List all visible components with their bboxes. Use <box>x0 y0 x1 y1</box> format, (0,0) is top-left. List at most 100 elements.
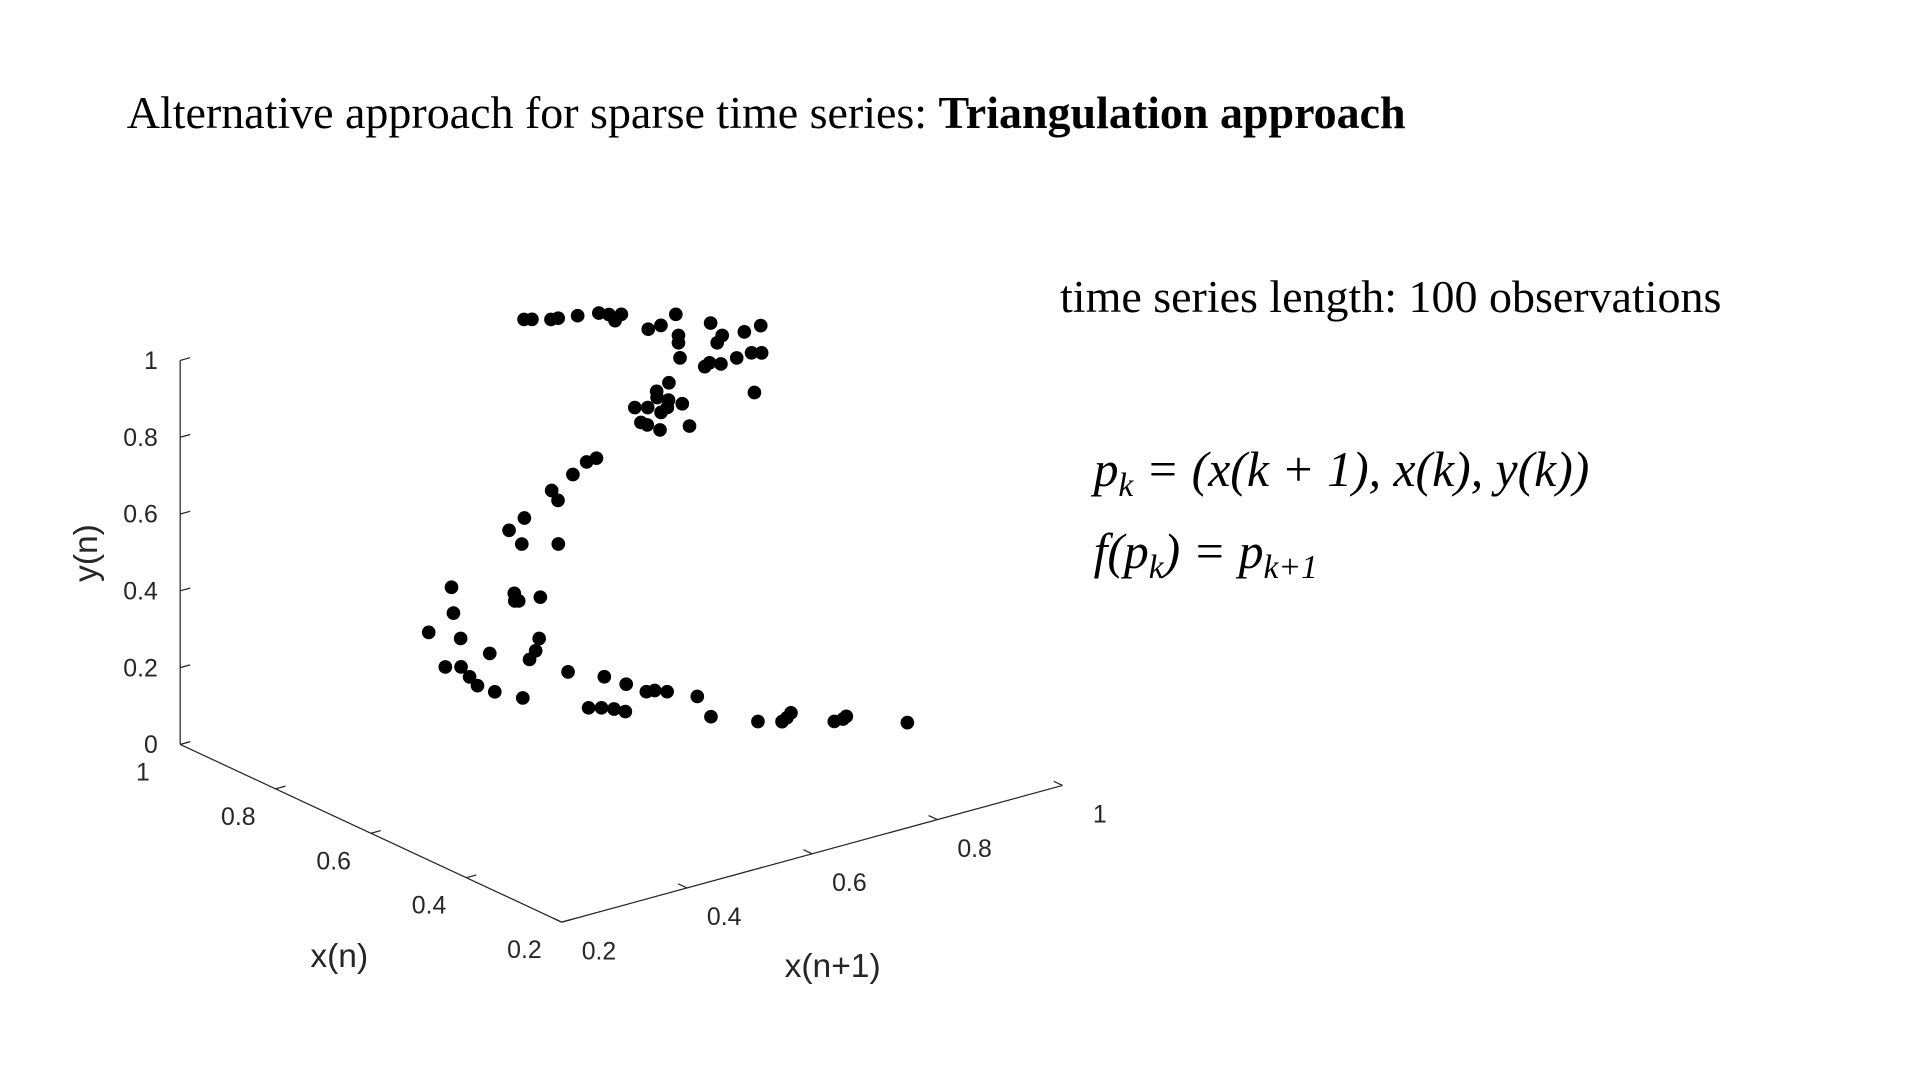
point <box>570 308 585 323</box>
point <box>754 346 769 360</box>
eq-rest: = (x(k + 1), x(k), y(k)) <box>1133 442 1589 497</box>
point <box>470 678 485 693</box>
point <box>561 665 575 679</box>
point <box>702 356 717 370</box>
point <box>446 606 461 620</box>
point <box>654 318 668 333</box>
point <box>751 714 765 729</box>
point <box>660 684 674 699</box>
point <box>566 467 580 482</box>
z-tick-label: 0.4 <box>123 579 158 606</box>
point <box>597 669 612 684</box>
point <box>515 691 530 705</box>
point <box>607 702 621 716</box>
point <box>710 335 725 350</box>
y-axis-label: x(n) <box>310 938 368 975</box>
y-tick-label: 0.6 <box>316 848 351 875</box>
point <box>779 710 794 725</box>
y-tick-label: 0.4 <box>412 893 447 920</box>
scatter-3d: 0 0.2 0.4 0.6 0.8 1 0.2 0.4 0.6 0.8 1 0.2 0.4 0.6 0.8 1… <box>68 306 1107 985</box>
x-tick-label: 0.4 <box>707 904 742 931</box>
eq-sub: k+1 <box>1263 549 1317 586</box>
point <box>453 631 468 646</box>
point <box>532 631 547 646</box>
point <box>627 400 642 415</box>
point <box>737 325 752 339</box>
y-tick <box>370 829 382 834</box>
point <box>836 712 850 726</box>
title-bold: Triangulation approach <box>939 87 1406 138</box>
x-tick <box>677 883 688 889</box>
point <box>438 660 453 674</box>
point <box>690 689 705 704</box>
y-tick <box>180 741 191 746</box>
point <box>592 306 606 320</box>
point <box>744 345 759 360</box>
point <box>640 418 655 432</box>
point <box>487 685 502 699</box>
point <box>747 385 762 400</box>
point <box>673 351 687 365</box>
x-tick <box>1053 780 1063 786</box>
z-tick-label: 0 <box>144 732 158 759</box>
z-tick <box>180 664 191 669</box>
point <box>579 455 594 469</box>
point <box>517 511 532 525</box>
point <box>650 390 664 405</box>
point <box>660 400 675 415</box>
point <box>675 396 690 411</box>
point <box>462 670 477 684</box>
point <box>544 483 559 498</box>
point <box>619 677 634 692</box>
eq-sub: k <box>1118 467 1134 504</box>
point <box>482 646 497 661</box>
point <box>704 709 718 724</box>
point <box>525 312 539 327</box>
x-tick-label: 0.2 <box>582 938 617 965</box>
point <box>662 375 676 390</box>
x-tick <box>552 917 562 923</box>
point <box>640 400 655 415</box>
slide-title: Alternative approach for sparse time ser… <box>127 87 1406 138</box>
point <box>729 351 744 365</box>
point <box>703 316 718 330</box>
x-tick-label: 0.8 <box>957 836 992 863</box>
z-axis-label: y(n) <box>68 524 105 582</box>
z-tick <box>180 587 191 592</box>
y-tick-label: 1 <box>136 759 150 786</box>
z-tick-label: 0.6 <box>123 502 158 529</box>
z-tick-label: 0.2 <box>123 655 158 682</box>
point <box>668 307 683 322</box>
point <box>714 357 728 371</box>
point <box>551 537 566 551</box>
eq-sub: k <box>1149 549 1165 586</box>
equation: pk = (x(k + 1), x(k), y(k)) <box>1091 442 1590 504</box>
point <box>614 307 629 322</box>
x-tick <box>928 814 938 821</box>
z-tick <box>180 510 191 515</box>
point <box>653 423 667 437</box>
eq-base: f(p <box>1094 524 1149 579</box>
point <box>502 523 516 538</box>
equation: f(pk) = pk+1 <box>1094 524 1318 586</box>
title-normal: Alternative approach for sparse time ser… <box>127 87 939 138</box>
x-tick-label: 1 <box>1093 802 1107 829</box>
point <box>682 419 697 433</box>
point <box>444 580 459 595</box>
y-tick <box>466 874 477 879</box>
z-tick <box>180 357 191 362</box>
point <box>454 660 468 674</box>
point <box>511 594 526 608</box>
z-tick-label: 1 <box>144 348 158 375</box>
z-tick <box>180 433 191 438</box>
point <box>581 700 596 715</box>
point <box>900 715 915 730</box>
point <box>551 311 566 326</box>
x-axis-label: x(n+1) <box>785 948 881 985</box>
point <box>618 704 633 719</box>
point <box>551 493 565 508</box>
eq-base: p <box>1091 442 1119 497</box>
x-tick <box>803 849 813 855</box>
